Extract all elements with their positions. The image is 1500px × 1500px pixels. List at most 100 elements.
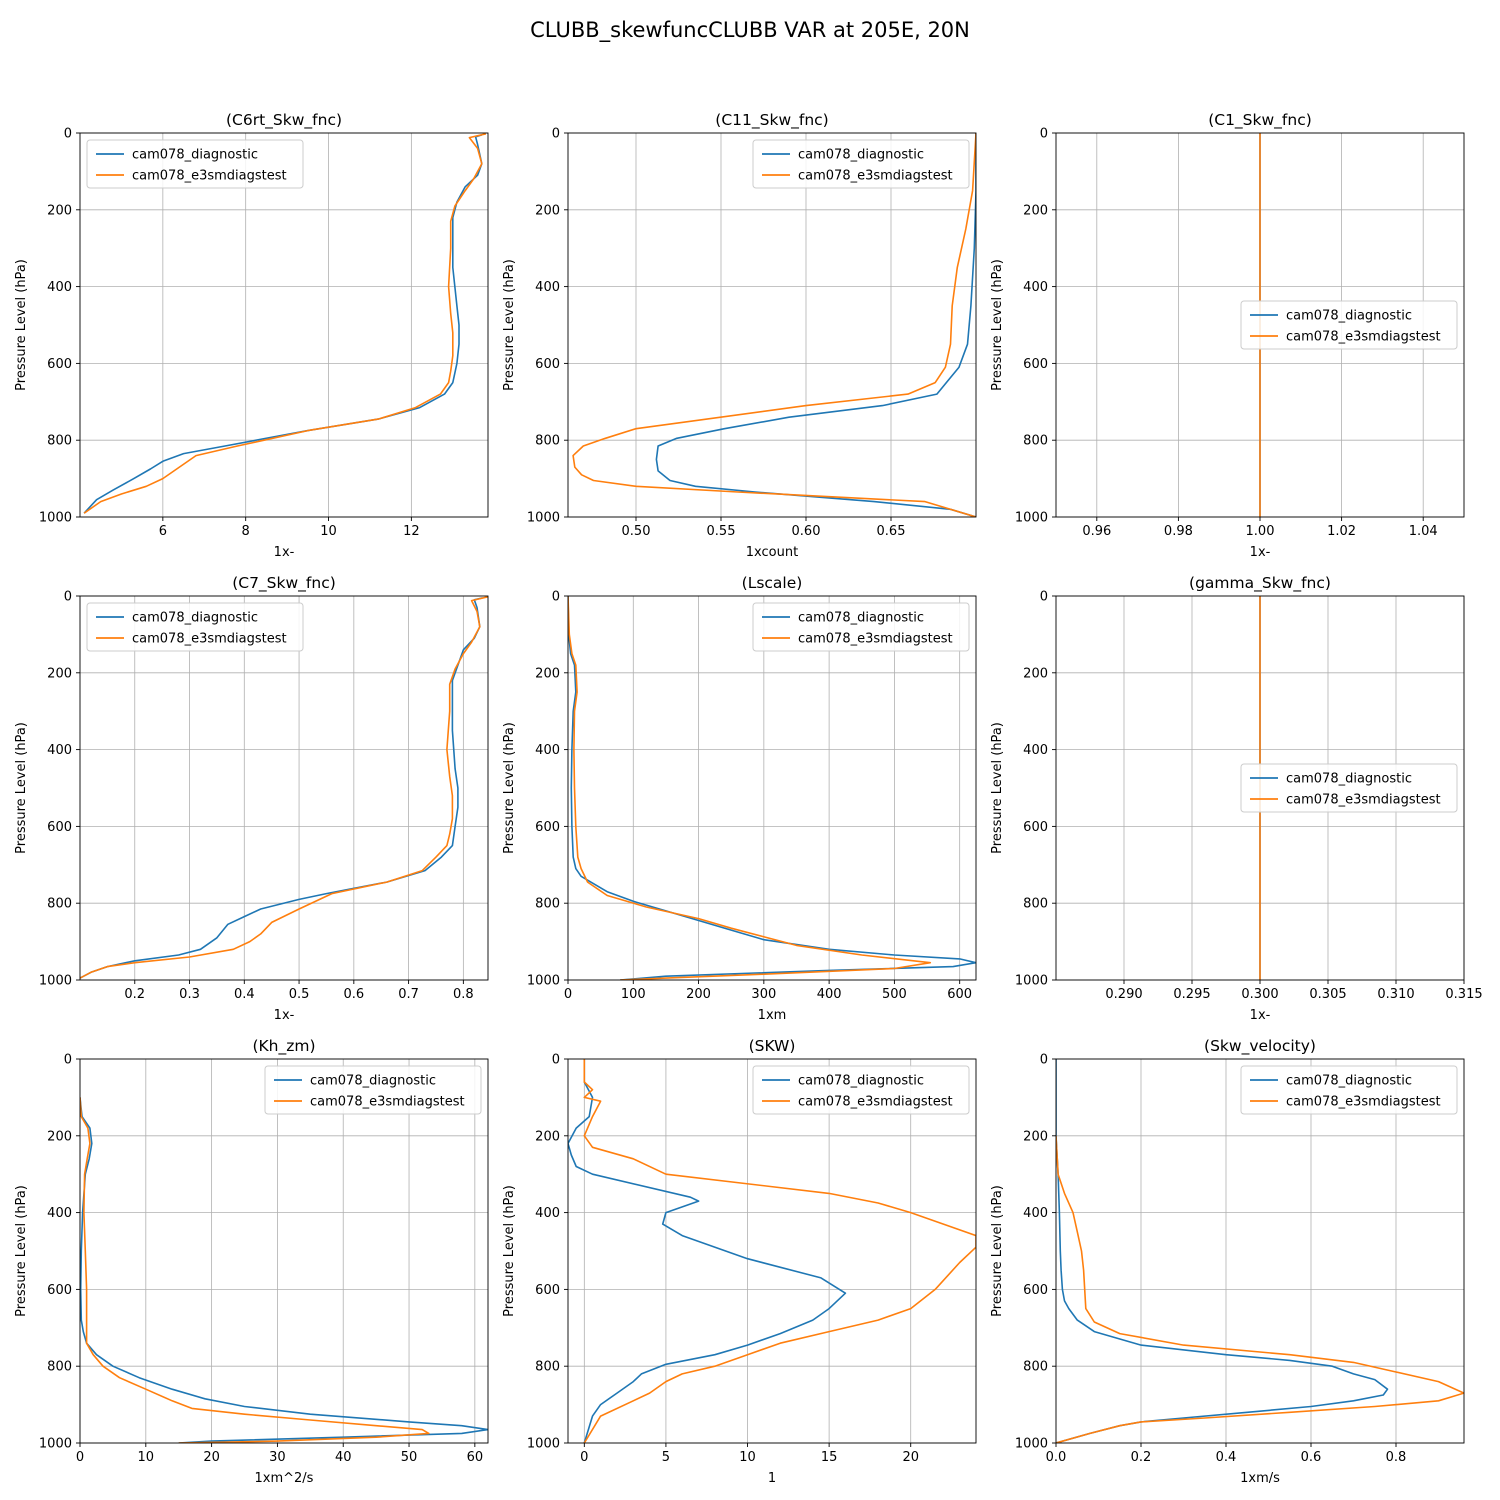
x-axis-label: 1x- (274, 1008, 295, 1023)
series-line-cam078_diagnostic (568, 1059, 847, 1443)
legend-box (1240, 300, 1458, 350)
x-tick-label: 0.60 (792, 524, 821, 539)
y-axis-label: Pressure Level (hPa) (14, 1185, 29, 1317)
legend-label: cam078_e3smdiagstest (310, 1095, 465, 1110)
series-group (572, 133, 976, 517)
x-tick-label: 10 (739, 1450, 756, 1465)
x-tick-label: 0.0 (1046, 1450, 1067, 1465)
series-line-cam078_diagnostic (655, 133, 976, 517)
y-tick-label: 0 (64, 1053, 72, 1068)
x-tick-label: 10 (138, 1450, 155, 1465)
x-tick-label: 0.6 (1301, 1450, 1322, 1465)
y-tick-label: 0 (64, 590, 72, 605)
subplot-title: (gamma_Skw_fnc) (1189, 574, 1331, 593)
y-tick-label: 200 (47, 203, 72, 218)
axes-frame (79, 1058, 489, 1444)
y-axis-label: Pressure Level (hPa) (990, 722, 1005, 854)
x-tick-label: 0.315 (1445, 987, 1482, 1002)
y-tick-label: 400 (47, 280, 72, 295)
x-tick-label: 0.290 (1105, 987, 1142, 1002)
x-tick-label: 0 (76, 1450, 84, 1465)
y-tick-label: 400 (535, 1206, 560, 1221)
legend-label: cam078_e3smdiagstest (798, 169, 953, 184)
y-tick-label: 600 (1023, 357, 1048, 372)
legend: cam078_diagnostic cam078_e3smdiagstest (752, 139, 970, 189)
legend-label: cam078_diagnostic (1286, 309, 1412, 324)
legend-label: cam078_e3smdiagstest (1286, 330, 1441, 345)
y-tick-label: 1000 (1015, 1437, 1048, 1452)
legend-label: cam078_diagnostic (798, 611, 924, 626)
y-axis-label: Pressure Level (hPa) (990, 259, 1005, 391)
legend-box (86, 602, 304, 652)
legend: cam078_diagnostic cam078_e3smdiagstest (1240, 1065, 1458, 1115)
y-tick-label: 800 (47, 1360, 72, 1375)
y-tick-label: 1000 (39, 511, 72, 526)
legend: cam078_diagnostic cam078_e3smdiagstest (752, 602, 970, 652)
x-tick-label: 50 (401, 1450, 418, 1465)
y-tick-label: 0 (552, 590, 560, 605)
subplot-2: 0.50 0.55 0.60 0.65 0 200 400 600 800 1000 (C11_Sk… (502, 111, 977, 560)
y-tick-label: 0 (1040, 1053, 1048, 1068)
subplot-title: (Lscale) (742, 574, 803, 592)
x-tick-label: 5 (662, 1450, 670, 1465)
legend-label: cam078_diagnostic (1286, 772, 1412, 787)
y-tick-label: 400 (47, 1206, 72, 1221)
x-axis-label: 1x- (1250, 1008, 1271, 1023)
subplot-7: 0 10 20 30 40 50 6002004006008001000(Kh_zm)1xm… (14, 1037, 489, 1486)
series-line-cam078_diagnostic (80, 1097, 488, 1443)
x-tick-label: 8 (242, 524, 250, 539)
legend-label: cam078_e3smdiagstest (132, 632, 287, 647)
subplot-title: (C6rt_Skw_fnc) (226, 111, 342, 130)
legend: cam078_diagnostic cam078_e3smdiagstest (264, 1065, 482, 1115)
x-tick-label: 6 (159, 524, 167, 539)
x-tick-label: 400 (817, 987, 842, 1002)
y-tick-label: 400 (535, 280, 560, 295)
y-tick-label: 600 (535, 820, 560, 835)
y-tick-label: 1000 (1015, 511, 1048, 526)
subplot-4: 0.2 0.3 0.4 0.5 0.6 0.7 0.8 0 200 400 600 800 1000 (C… (14, 574, 489, 1023)
x-tick-label: 30 (269, 1450, 286, 1465)
x-tick-label: 15 (821, 1450, 838, 1465)
x-axis-label: 1xm (758, 1008, 787, 1023)
legend: cam078_diagnostic cam078_e3smdiagstest (1240, 763, 1458, 813)
series-line-cam078_e3smdiagstest (568, 596, 932, 980)
y-tick-label: 200 (1023, 1129, 1048, 1144)
x-tick-label: 1.00 (1246, 524, 1275, 539)
y-axis-label: Pressure Level (hPa) (502, 1185, 517, 1317)
subplot-3: 0.96 0.98 1.00 1.02 1.04 0 200 400 600 800 1000 (C1… (990, 111, 1465, 560)
y-tick-label: 600 (535, 1283, 560, 1298)
x-tick-label: 200 (686, 987, 711, 1002)
x-axis-label: 1 (768, 1471, 776, 1486)
legend: cam078_diagnostic cam078_e3smdiagstest (1240, 300, 1458, 350)
y-tick-label: 400 (1023, 1206, 1048, 1221)
series-line-cam078_diagnostic (83, 134, 483, 514)
x-axis-label: 1x- (274, 545, 295, 560)
series-line-cam078_e3smdiagstest (80, 1097, 430, 1443)
axes-frame (567, 595, 977, 981)
y-tick-label: 800 (1023, 434, 1048, 449)
y-tick-label: 800 (1023, 1360, 1048, 1375)
y-tick-label: 600 (1023, 1283, 1048, 1298)
legend-label: cam078_diagnostic (132, 611, 258, 626)
y-tick-label: 0 (1040, 590, 1048, 605)
x-tick-label: 0.98 (1164, 524, 1193, 539)
x-tick-label: 10 (320, 524, 337, 539)
x-tick-label: 0.55 (707, 524, 736, 539)
y-tick-label: 400 (1023, 280, 1048, 295)
y-tick-label: 0 (64, 127, 72, 142)
x-tick-label: 0.8 (453, 987, 474, 1002)
axes-frame (79, 132, 489, 518)
y-tick-label: 600 (1023, 820, 1048, 835)
legend-box (752, 1065, 970, 1115)
subplot-title: (C1_Skw_fnc) (1208, 111, 1312, 130)
series-line-cam078_e3smdiagstest (83, 133, 487, 514)
y-tick-label: 0 (1040, 127, 1048, 142)
legend-box (264, 1065, 482, 1115)
y-tick-label: 600 (47, 357, 72, 372)
y-tick-label: 600 (535, 357, 560, 372)
x-axis-label: 1xm/s (1240, 1471, 1280, 1486)
legend-label: cam078_diagnostic (798, 148, 924, 163)
y-tick-label: 200 (535, 666, 560, 681)
x-tick-label: 0.300 (1241, 987, 1278, 1002)
